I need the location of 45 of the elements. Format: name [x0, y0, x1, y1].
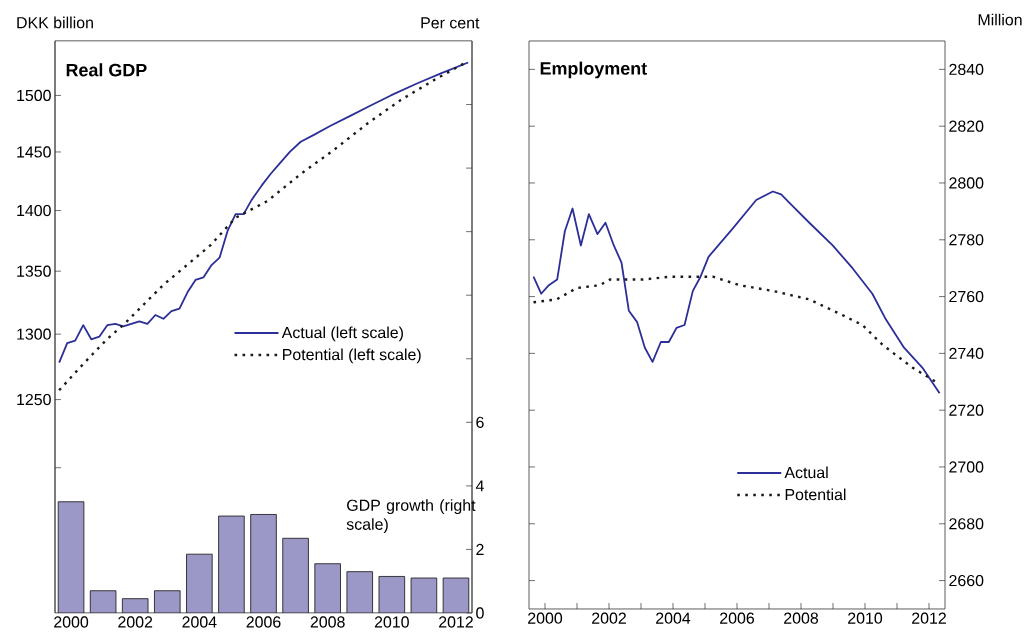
- x-tick-label: 2000: [54, 616, 89, 628]
- y-tick-label: 1400: [17, 204, 51, 217]
- x-tick-label: 2004: [182, 616, 217, 628]
- x-tick-label: 2004: [656, 612, 691, 624]
- y-tick-label: 1250: [17, 393, 51, 406]
- y-tick-label: 1500: [17, 89, 51, 102]
- x-tick-label: 2000: [528, 612, 563, 624]
- y2-tick-label: 2720: [949, 404, 984, 416]
- y2-tick-label: 2: [476, 543, 484, 555]
- series-label: GDP growth (right scale): [346, 499, 476, 534]
- x-tick-label: 2012: [912, 612, 946, 624]
- x-tick-label: 2002: [118, 616, 153, 628]
- y2-tick-label: 2780: [949, 234, 984, 246]
- y2-tick-label: 2700: [949, 461, 984, 473]
- x-tick-label: 2006: [720, 612, 755, 624]
- x-tick-label: 2010: [374, 616, 409, 628]
- y2-tick-label: 4: [475, 480, 484, 492]
- x-tick-label: 2010: [848, 612, 883, 624]
- y2-tick-label: 6: [476, 416, 484, 428]
- y2-tick-label: 2820: [949, 120, 984, 132]
- x-tick-label: 2012: [439, 616, 473, 628]
- y2-tick-label: 2760: [949, 290, 984, 303]
- x-tick-label: 2006: [246, 616, 281, 628]
- y2-axis-title: Per cent: [421, 17, 480, 29]
- x-tick-label: 2008: [784, 612, 819, 624]
- y2-axis-title: Million: [978, 13, 1022, 26]
- y2-tick-label: 2680: [949, 518, 984, 530]
- line-series: [532, 190, 941, 395]
- y-axis-title: DKK billion: [17, 16, 93, 29]
- legend-label: Actual: [784, 466, 828, 479]
- y-tick-label: 1350: [17, 265, 51, 277]
- text: Real GDP: [66, 63, 147, 77]
- x-tick-label: 2008: [310, 616, 345, 628]
- y2-tick-label: 2740: [949, 347, 984, 360]
- legend-label: Actual (left scale): [281, 326, 403, 342]
- y-tick-label: 1300: [17, 328, 51, 340]
- y-tick-label: 1450: [17, 146, 51, 158]
- y2-tick-label: 2840: [949, 63, 984, 76]
- legend-label: Potential: [785, 488, 846, 501]
- text: Employment: [540, 61, 647, 79]
- legend-label: Potential (left scale): [283, 348, 421, 364]
- y2-tick-label: 2660: [949, 574, 984, 587]
- x-tick-label: 2002: [592, 612, 626, 624]
- y2-tick-label: 0: [476, 607, 484, 619]
- y2-tick-label: 2800: [949, 177, 984, 189]
